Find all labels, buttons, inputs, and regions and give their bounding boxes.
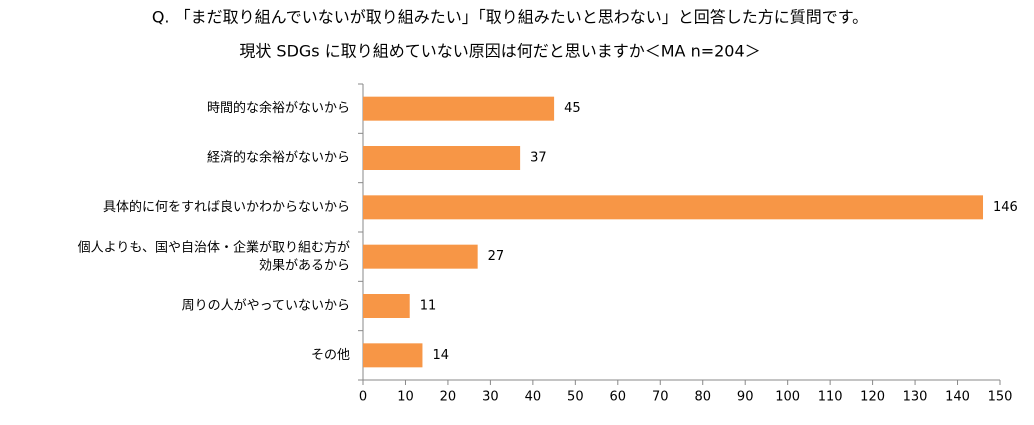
value-label: 27 [488, 249, 505, 264]
x-tick-label: 150 [988, 390, 1013, 405]
x-tick-label: 20 [440, 390, 457, 405]
x-tick-label: 0 [359, 390, 367, 405]
x-tick-label: 130 [903, 390, 928, 405]
y-tick-label: 個人よりも、国や自治体・企業が取り組む方が効果があるから [78, 239, 350, 273]
bar [363, 244, 478, 269]
y-tick-label: 経済的な余裕がないから [207, 150, 350, 166]
bar [363, 294, 410, 318]
bar [363, 96, 555, 121]
value-label: 37 [530, 151, 547, 166]
x-tick-label: 60 [610, 390, 627, 405]
bar [363, 343, 423, 368]
x-tick-label: 50 [567, 390, 584, 405]
value-label: 45 [564, 101, 581, 116]
value-label: 146 [993, 200, 1018, 215]
y-tick-label: 具体的に何をすれば良いかわからないから [103, 199, 350, 215]
x-tick-label: 70 [652, 390, 669, 405]
x-tick-label: 110 [818, 390, 843, 405]
y-tick-label: 周りの人がやっていないから [182, 299, 350, 314]
x-tick-label: 80 [694, 390, 711, 405]
bar [363, 195, 984, 220]
chart-title: Q. 「まだ取り組んでいないが取り組みたい」「取り組みたいと思わない」と回答した… [152, 8, 868, 27]
x-tick-label: 10 [397, 390, 414, 405]
x-tick-label: 40 [525, 390, 542, 405]
x-tick-label: 120 [860, 390, 885, 405]
value-label: 14 [432, 348, 449, 363]
x-tick-label: 90 [737, 390, 754, 405]
x-tick-label: 100 [775, 390, 800, 405]
x-tick-label: 140 [945, 390, 970, 405]
chart-subtitle: 現状 SDGs に取り組めていない原因は何だと思いますか＜MA n=204＞ [239, 42, 760, 61]
x-tick-label: 30 [482, 390, 499, 405]
y-tick-label: その他 [311, 348, 350, 363]
y-tick-label: 時間的な余裕がないから [207, 100, 350, 116]
value-label: 11 [420, 299, 437, 314]
bar [363, 146, 521, 170]
